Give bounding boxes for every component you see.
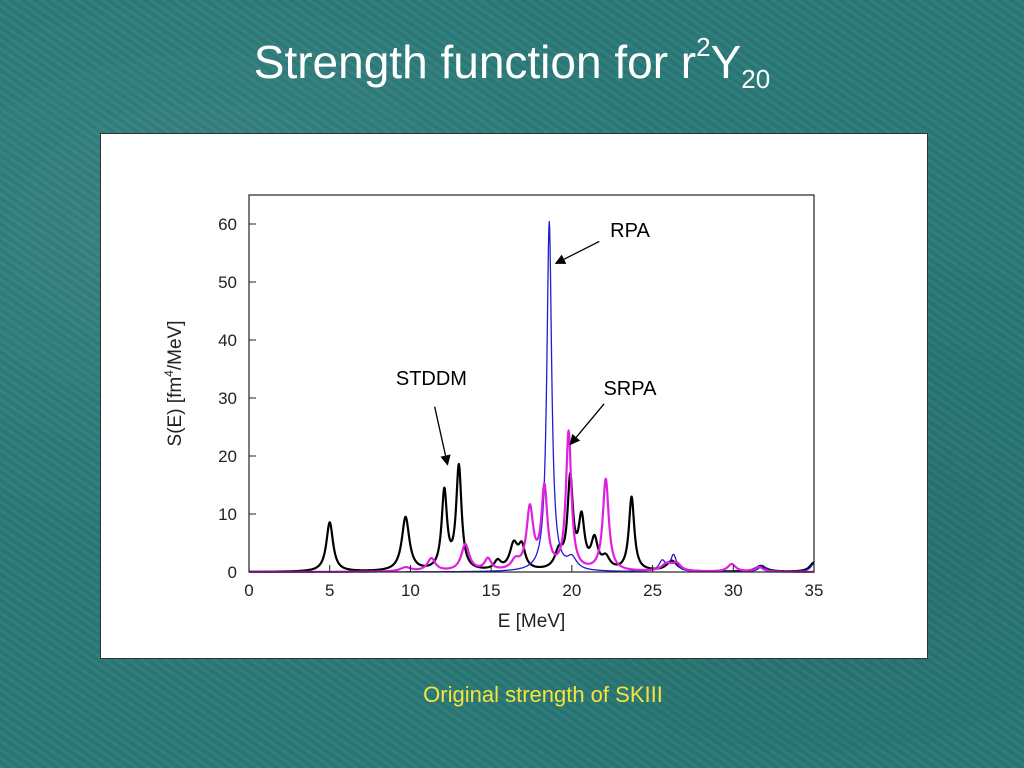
y-tick-label: 20 xyxy=(218,447,237,466)
y-axis-label-main: S(E) [fm xyxy=(165,377,186,447)
x-tick-label: 0 xyxy=(244,581,253,600)
x-axis-label: E [MeV] xyxy=(498,611,566,632)
x-tick-label: 35 xyxy=(805,581,824,600)
slide-caption: Original strength of SKIII xyxy=(423,682,663,707)
annotation-label-srpa: SRPA xyxy=(603,378,657,400)
annotation-arrow-stddm xyxy=(434,406,451,466)
y-tick-label: 0 xyxy=(228,563,237,582)
y-axis-label-sup: 4 xyxy=(162,370,176,377)
y-tick-label: 40 xyxy=(218,331,237,350)
annotation-arrow-srpa xyxy=(569,403,605,446)
annotation-label-rpa: RPA xyxy=(610,220,650,242)
y-axis-label: S(E) [fm4/MeV] xyxy=(162,321,186,447)
y-tick-label: 10 xyxy=(218,505,237,524)
y-axis-label-unit: /MeV] xyxy=(165,321,186,371)
slide-title: Strength function for r2Y20 xyxy=(0,30,1024,94)
x-tick-label: 5 xyxy=(325,581,334,600)
y-tick-label: 50 xyxy=(218,273,237,292)
title-superscript: 2 xyxy=(696,32,711,62)
strength-function-chart: 0 5 10 15 20 25 30 35 0 10 20 30 40 50 60 E [MeV] S(E) … xyxy=(162,194,824,632)
annotation-label-stddm: STDDM xyxy=(396,368,467,390)
x-tick-label: 30 xyxy=(724,581,743,600)
plot-frame xyxy=(248,194,815,573)
x-tick-label: 15 xyxy=(482,581,501,600)
x-tick-label: 10 xyxy=(401,581,420,600)
x-tick-label: 25 xyxy=(643,581,662,600)
x-tick-label: 20 xyxy=(562,581,581,600)
y-tick-label: 60 xyxy=(218,215,237,234)
title-subscript: 20 xyxy=(741,64,771,94)
title-y: Y xyxy=(710,36,742,88)
chart-panel: 0 5 10 15 20 25 30 35 0 10 20 30 40 50 60 E [MeV] S(E) … xyxy=(100,133,928,659)
annotation-arrow-rpa xyxy=(554,240,600,265)
title-main: Strength function for r xyxy=(253,36,697,88)
y-tick-label: 30 xyxy=(218,389,237,408)
